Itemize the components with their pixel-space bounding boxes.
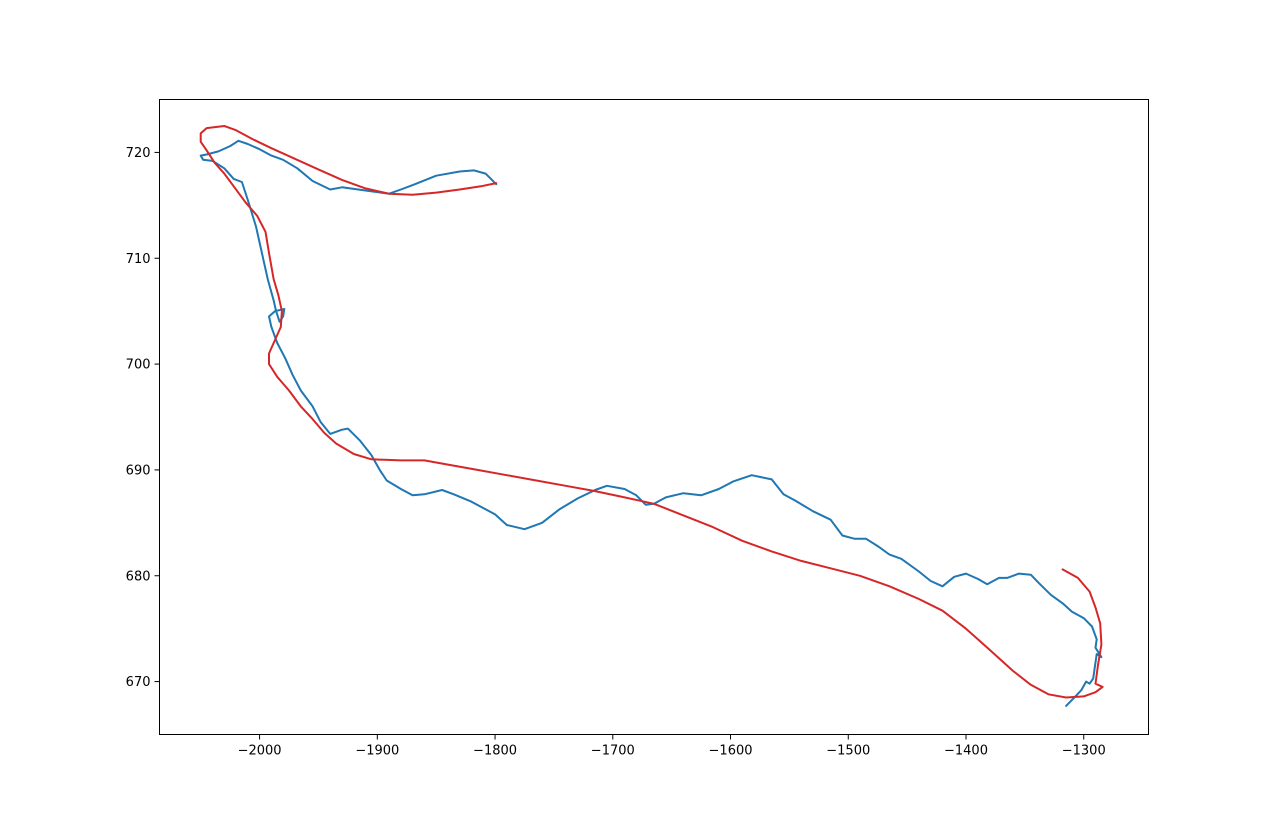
axes-frame bbox=[159, 99, 1149, 735]
y-tick-label: 690 bbox=[126, 463, 151, 478]
y-tick-label: 680 bbox=[126, 569, 151, 584]
x-axis: −2000 −1900 −1800 −1700 −1600 −1500 −1400 −1300 bbox=[238, 734, 1106, 759]
x-tick-label: −1800 bbox=[473, 744, 517, 759]
y-tick-label: 720 bbox=[126, 146, 151, 161]
y-axis: 670 680 690 700 710 720 bbox=[126, 146, 160, 690]
y-tick-label: 700 bbox=[126, 358, 151, 373]
x-tick-label: −2000 bbox=[238, 744, 282, 759]
x-tick-label: −1600 bbox=[709, 744, 753, 759]
series-layer bbox=[199, 125, 1104, 707]
x-tick-label: −1400 bbox=[944, 744, 988, 759]
y-tick-label: 670 bbox=[126, 675, 151, 690]
series-line-1 bbox=[199, 139, 1103, 707]
x-tick-label: −1300 bbox=[1062, 744, 1106, 759]
y-tick-label: 710 bbox=[126, 252, 151, 267]
x-tick-label: −1700 bbox=[591, 744, 635, 759]
x-tick-label: −1900 bbox=[355, 744, 399, 759]
x-tick-label: −1500 bbox=[826, 744, 870, 759]
series-line-2 bbox=[199, 125, 1104, 699]
